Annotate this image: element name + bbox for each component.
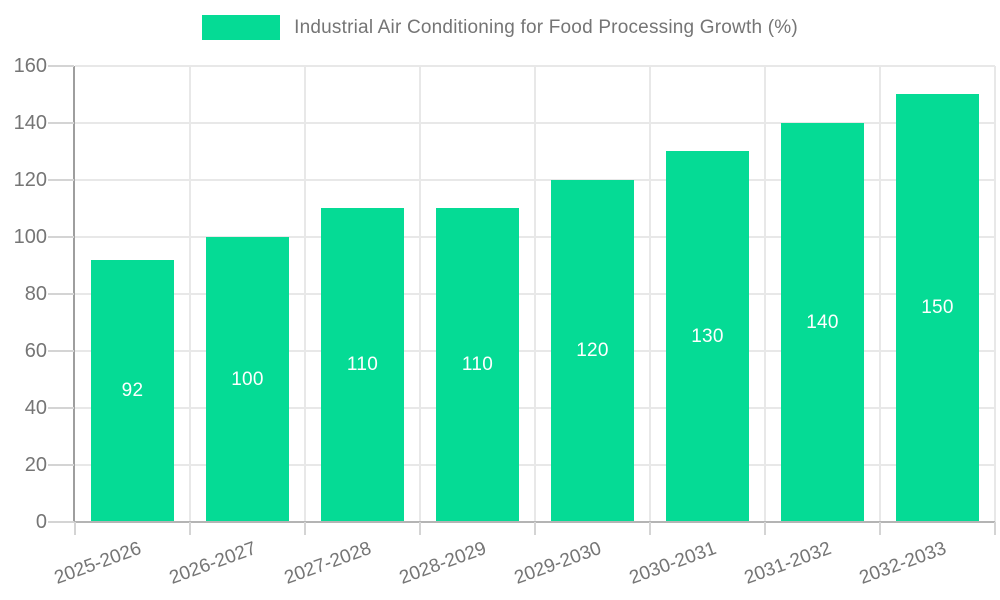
- y-tick-mark-icon: [48, 293, 74, 295]
- y-axis-tick-label: 140: [13, 112, 47, 134]
- legend-swatch-icon: [202, 15, 281, 40]
- bar-value-label: 130: [691, 325, 724, 347]
- y-axis-tick-label: 20: [24, 454, 47, 476]
- x-tick-mark-icon: [994, 522, 996, 535]
- y-tick-mark-icon: [48, 65, 74, 67]
- x-gridline: [879, 66, 881, 522]
- y-tick-mark-icon: [48, 350, 74, 352]
- x-gridline: [764, 66, 766, 522]
- x-tick-mark-icon: [764, 522, 766, 535]
- y-axis-tick-label: 80: [24, 283, 47, 305]
- y-tick-mark-icon: [48, 407, 74, 409]
- y-tick-mark-icon: [48, 122, 74, 124]
- y-axis-tick-label: 0: [35, 511, 47, 533]
- y-tick-mark-icon: [48, 179, 74, 181]
- y-tick-mark-icon: [48, 236, 74, 238]
- x-gridline: [419, 66, 421, 522]
- x-tick-mark-icon: [879, 522, 881, 535]
- x-tick-mark-icon: [419, 522, 421, 535]
- x-gridline: [649, 66, 651, 522]
- bar[interactable]: 140: [781, 123, 864, 522]
- x-tick-mark-icon: [189, 522, 191, 535]
- bar[interactable]: 100: [206, 237, 289, 522]
- bar[interactable]: 130: [666, 151, 749, 522]
- bar[interactable]: 120: [551, 180, 634, 522]
- x-gridline: [304, 66, 306, 522]
- x-gridline: [994, 66, 996, 522]
- y-tick-mark-icon: [48, 464, 74, 466]
- bar-value-label: 110: [461, 354, 494, 375]
- bar[interactable]: 150: [896, 94, 979, 522]
- y-tick-mark-icon: [48, 521, 74, 523]
- x-tick-mark-icon: [649, 522, 651, 535]
- y-axis-tick-label: 60: [24, 340, 47, 362]
- y-axis-tick-label: 100: [13, 226, 47, 248]
- x-tick-mark-icon: [74, 522, 76, 535]
- bar-value-label: 110: [346, 354, 379, 375]
- x-gridline: [189, 66, 191, 522]
- y-axis-tick-label: 40: [24, 397, 47, 419]
- y-axis-line: [73, 66, 75, 523]
- x-gridline: [534, 66, 536, 522]
- x-tick-mark-icon: [304, 522, 306, 535]
- y-axis-tick-label: 120: [13, 169, 47, 191]
- legend[interactable]: Industrial Air Conditioning for Food Pro…: [0, 15, 1000, 40]
- bar[interactable]: 92: [91, 260, 174, 522]
- bar-value-label: 100: [231, 368, 264, 390]
- plot-area: 92 100 110 110 120 130 140 150: [75, 65, 996, 522]
- bar-value-label: 150: [921, 297, 954, 318]
- legend-label: Industrial Air Conditioning for Food Pro…: [294, 17, 798, 38]
- bar-value-label: 140: [806, 311, 839, 333]
- bar[interactable]: 110: [436, 208, 519, 522]
- bar[interactable]: 110: [321, 208, 404, 522]
- y-axis-tick-label: 160: [13, 55, 47, 77]
- bar-value-label: 92: [121, 380, 144, 401]
- x-tick-mark-icon: [534, 522, 536, 535]
- bar-value-label: 120: [576, 340, 609, 361]
